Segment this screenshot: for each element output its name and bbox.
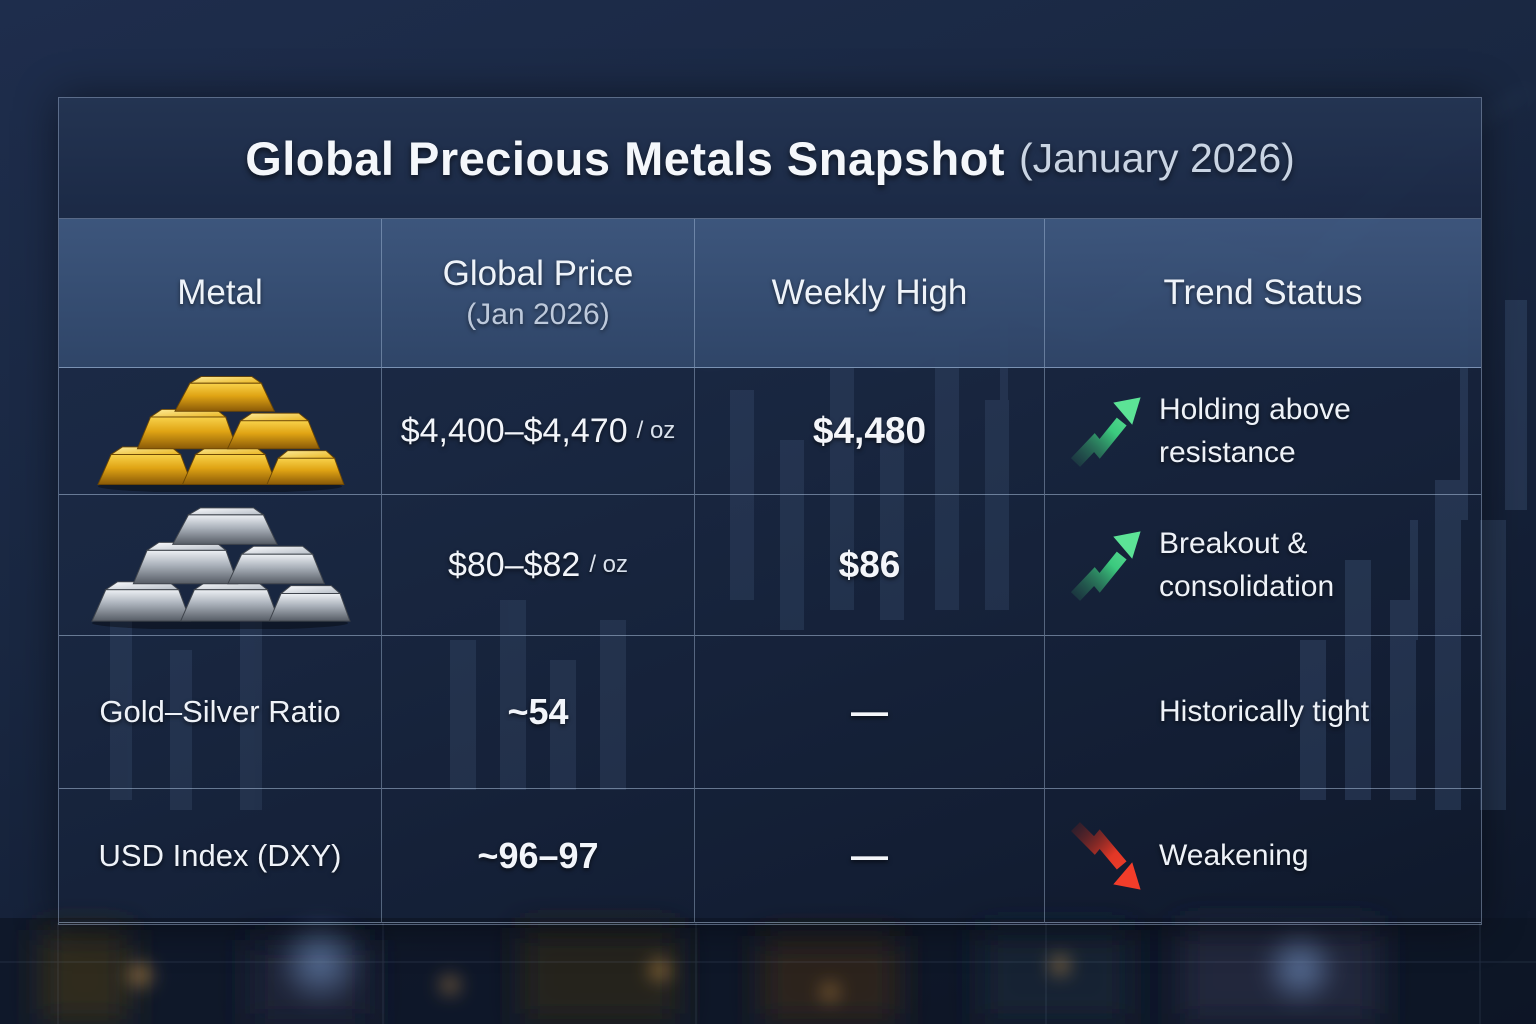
metal-label: Gold–Silver Ratio [99, 694, 341, 729]
metals-table: Metal Global Price (Jan 2026) Weekly Hig… [59, 219, 1481, 923]
header-global-price: Global Price (Jan 2026) [382, 219, 695, 368]
header-metal-label: Metal [177, 273, 263, 313]
header-trend-status: Trend Status [1045, 219, 1481, 368]
price-cell-gold: $4,400–$4,470 / oz [382, 368, 695, 495]
weekly-high-value: — [851, 691, 888, 732]
weekly-high-value: $4,480 [812, 410, 927, 451]
weekly-high-cell-ratio: — [695, 636, 1045, 789]
header-metal: Metal [59, 219, 382, 368]
metal-cell-ratio: Gold–Silver Ratio [59, 636, 382, 789]
global-price-value: ~96–97 [477, 834, 599, 876]
global-price-value: $80–$82 [447, 545, 581, 584]
weekly-high-cell-silver: $86 [695, 495, 1045, 636]
header-price-sublabel: (Jan 2026) [466, 298, 610, 332]
page-title-date: (January 2026) [1019, 134, 1295, 181]
weekly-high-cell-dxy: — [695, 789, 1045, 923]
weekly-high-cell-gold: $4,480 [695, 368, 1045, 495]
trend-up-arrow-icon [1055, 389, 1159, 473]
trend-cell-ratio: Historically tight [1045, 636, 1481, 789]
trend-status-label: Weakening [1159, 838, 1309, 872]
metal-cell-dxy: USD Index (DXY) [59, 789, 382, 923]
header-trend-label: Trend Status [1163, 273, 1363, 313]
page-title: Global Precious Metals Snapshot [245, 131, 1006, 185]
trend-status-label: Holding above resistance [1159, 392, 1351, 470]
header-weekly-high: Weekly High [695, 219, 1045, 368]
global-price-value: $4,400–$4,470 [400, 411, 628, 450]
trend-cell-gold: Holding above resistance [1045, 368, 1481, 495]
trend-cell-silver: Breakout & consolidation [1045, 495, 1481, 636]
price-unit: / oz [589, 551, 629, 578]
title-bar: Global Precious Metals Snapshot (January… [59, 98, 1481, 219]
trend-status-label: Historically tight [1159, 695, 1370, 729]
price-unit: / oz [636, 417, 676, 444]
header-weekly-high-label: Weekly High [771, 273, 968, 313]
trend-up-arrow-icon [1055, 523, 1159, 607]
metal-cell-silver [59, 495, 382, 636]
snapshot-panel: Global Precious Metals Snapshot (January… [58, 97, 1482, 925]
price-cell-silver: $80–$82 / oz [382, 495, 695, 636]
weekly-high-value: $86 [838, 544, 901, 585]
metal-label: USD Index (DXY) [98, 837, 342, 873]
weekly-high-value: — [851, 834, 888, 876]
price-cell-dxy: ~96–97 [382, 789, 695, 923]
header-price-label: Global Price [442, 254, 634, 294]
trend-status-label: Breakout & consolidation [1159, 526, 1335, 604]
global-price-value: ~54 [507, 691, 569, 732]
trend-down-arrow-icon [1055, 814, 1159, 898]
trend-cell-dxy: Weakening [1045, 789, 1481, 923]
silver-bars-icon [91, 507, 351, 629]
gold-bars-icon [97, 376, 345, 492]
metal-cell-gold [59, 368, 382, 495]
price-cell-ratio: ~54 [382, 636, 695, 789]
